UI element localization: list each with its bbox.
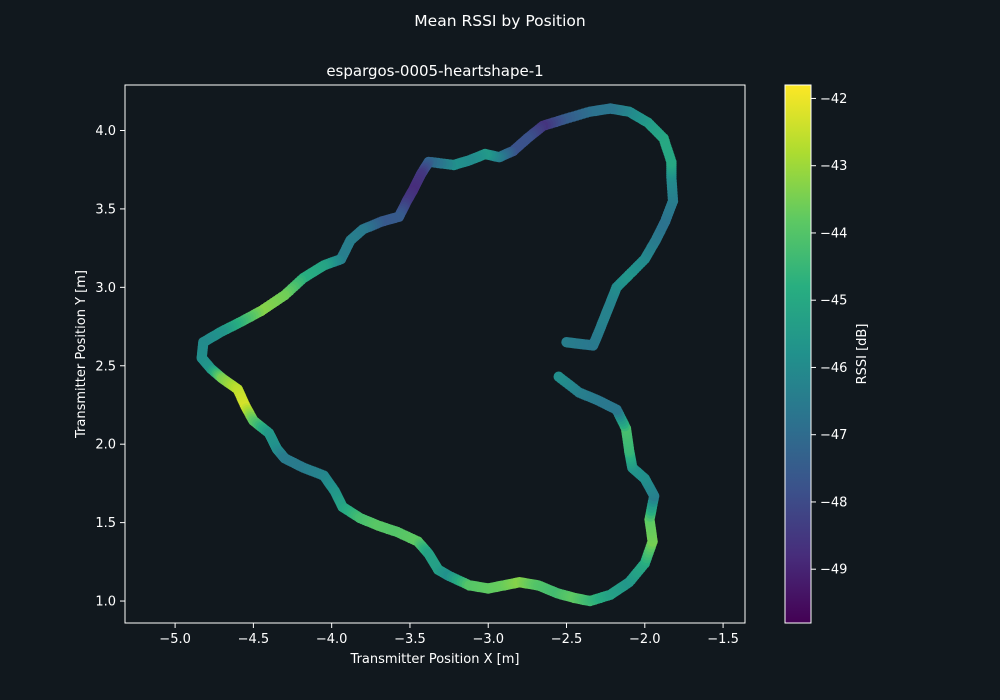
x-tick-label: −2.0 (629, 632, 661, 647)
colorbar-tick-label: −45 (820, 294, 847, 309)
colorbar-tick-label: −43 (820, 159, 847, 174)
x-tick-label: −4.5 (238, 632, 270, 647)
y-tick-label: 1.5 (95, 516, 116, 531)
colorbar-tick-label: −49 (820, 563, 847, 578)
y-tick-label: 2.5 (95, 359, 116, 374)
y-tick-label: 3.0 (95, 281, 116, 296)
x-tick-label: −3.5 (394, 632, 426, 647)
x-tick-label: −3.0 (472, 632, 504, 647)
y-tick-label: 1.0 (95, 595, 116, 610)
x-tick-label: −5.0 (159, 632, 191, 647)
y-axis-label: Transmitter Position Y [m] (74, 270, 89, 439)
y-tick-label: 4.0 (95, 124, 116, 139)
colorbar-label: RSSI [dB] (855, 324, 870, 385)
colorbar-axis: −42 −43 −44 −45 −46 −47 −48 −49 (811, 92, 847, 578)
trajectory-point (553, 371, 564, 382)
y-tick-label: 2.0 (95, 438, 116, 453)
colorbar-tick-label: −48 (820, 495, 847, 510)
y-tick-label: 3.5 (95, 202, 116, 217)
plot-subtitle: espargos-0005-heartshape-1 (326, 62, 543, 80)
colorbar-tick-label: −47 (820, 428, 847, 443)
plot-frame (124, 84, 746, 624)
x-tick-label: −1.5 (707, 632, 739, 647)
colorbar-tick-label: −42 (820, 92, 847, 107)
x-tick-label: −4.0 (316, 632, 348, 647)
colorbar (784, 84, 812, 624)
colorbar-tick-label: −44 (820, 226, 847, 241)
trajectory-scatter (196, 103, 679, 607)
colorbar-tick-label: −46 (820, 361, 847, 376)
x-tick-label: −2.5 (551, 632, 583, 647)
figure-title: Mean RSSI by Position (414, 12, 585, 30)
y-axis: 1.0 1.5 2.0 2.5 3.0 3.5 4.0 (95, 124, 125, 610)
x-axis-label: Transmitter Position X [m] (350, 652, 520, 667)
x-axis: −5.0 −4.5 −4.0 −3.5 −3.0 −2.5 −2.0 −1.5 (159, 623, 739, 647)
